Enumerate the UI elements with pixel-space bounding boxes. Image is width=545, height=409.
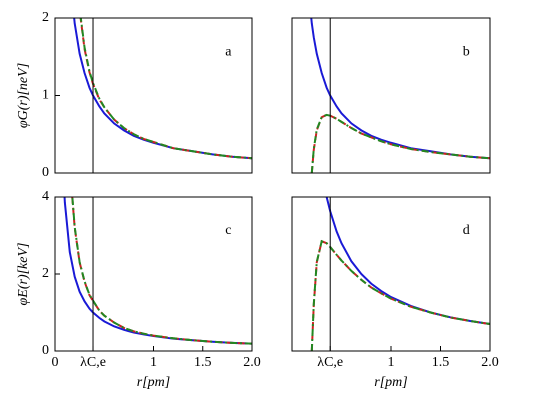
panel: 0 2 4 0 λC,e 1 1.5 2.0 c φE(r)[keV] r[pm]: [16, 189, 261, 390]
curve: [71, 197, 252, 345]
y-axis-label: φG(r)[neV]: [16, 63, 31, 128]
y-tick-label: 2: [42, 10, 49, 25]
x-tick-label: 1: [150, 355, 157, 370]
curve: [310, 113, 490, 173]
panel-label: a: [225, 44, 232, 59]
y-tick-label: 1: [42, 88, 49, 103]
curve: [310, 239, 490, 351]
x-tick-label: 2.0: [243, 355, 261, 370]
panel: b: [291, 17, 491, 174]
curve: [310, 18, 490, 160]
panel: 0 1 2 a φG(r)[neV]: [16, 10, 253, 180]
panel-label: c: [225, 223, 231, 238]
x-axis-label: r[pm]: [374, 375, 407, 390]
x-tick-label: λC,e: [80, 355, 106, 370]
panel: λC,e 1 1.5 2.0 d r[pm]: [291, 196, 499, 390]
axes-frame: [54, 196, 253, 352]
x-tick-label: 2.0: [481, 355, 499, 370]
axes-frame: [291, 17, 491, 174]
y-tick-label: 0: [42, 165, 49, 180]
x-tick-label: 0: [52, 355, 59, 370]
y-tick-label: 2: [42, 266, 49, 281]
y-tick-label: 0: [42, 343, 49, 358]
panel-label: d: [463, 223, 470, 238]
x-tick-label: λC,e: [317, 355, 343, 370]
y-axis-label: φE(r)[keV]: [16, 243, 31, 306]
curve: [71, 197, 252, 345]
axes-frame: [291, 196, 491, 352]
curve: [325, 197, 490, 326]
y-tick-label: 4: [42, 189, 49, 204]
curve: [310, 239, 490, 351]
x-tick-label: 1: [388, 355, 395, 370]
curve: [79, 18, 252, 160]
panel-label: b: [463, 44, 470, 59]
x-tick-label: 1.5: [194, 355, 212, 370]
curve: [310, 113, 490, 173]
curve: [63, 197, 252, 345]
x-tick-label: 1.5: [432, 355, 450, 370]
x-axis-label: r[pm]: [137, 375, 170, 390]
